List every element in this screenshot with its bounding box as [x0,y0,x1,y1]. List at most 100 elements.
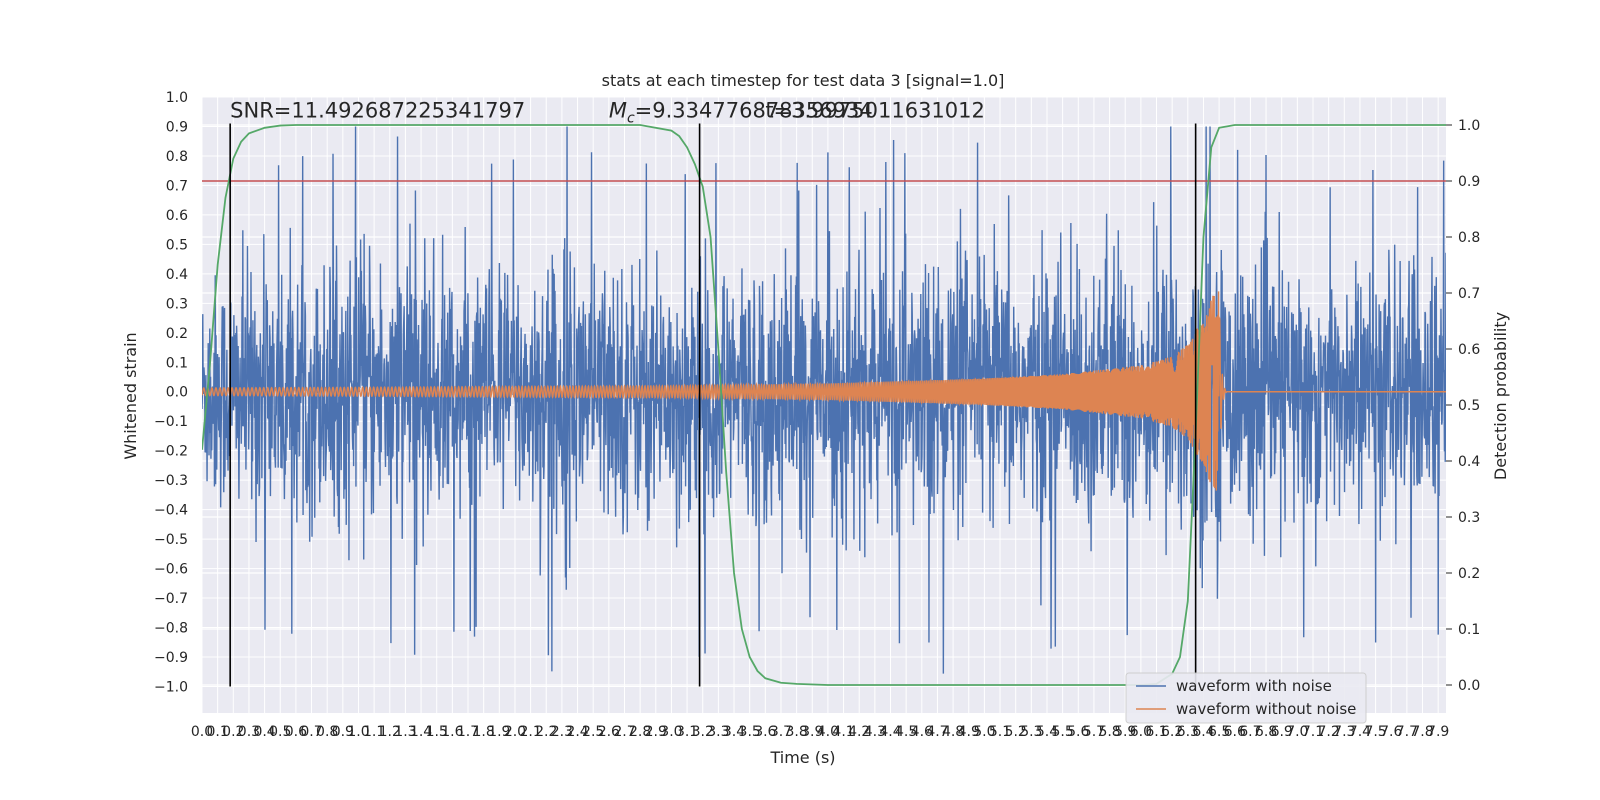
x-tick-label: 1.5 [426,724,448,740]
series-waveform-without-noise [202,291,1446,491]
x-tick-label: 4.2 [848,724,870,740]
x-tick-label: 7.2 [1318,724,1340,740]
plot-area [201,96,1446,713]
x-tick-label: 7.7 [1396,724,1418,740]
x-tick-label: 6.7 [1239,724,1261,740]
x-tick-label: 5.0 [973,724,995,740]
x-tick-label: 2.4 [566,724,588,740]
legend-label-with-noise: waveform with noise [1176,677,1332,695]
x-tick-label: 2.9 [645,724,667,740]
y-tick-label: 0.3 [166,296,188,312]
x-tick-label: 7.5 [1364,724,1386,740]
y-tick-label: −0.1 [154,414,188,430]
y-tick-label: 0.7 [166,178,188,194]
y-tick-label: 0.6 [166,208,188,224]
x-tick-label: 6.9 [1271,724,1293,740]
x-tick-label: 3.8 [785,724,807,740]
x-tick-label: 6.2 [1161,724,1183,740]
x-tick-label: 6.1 [1145,724,1167,740]
x-tick-label: 1.8 [473,724,495,740]
x-tick-label: 5.5 [1051,724,1073,740]
x-tick-label: 3.0 [660,724,682,740]
y2-tick-labels: 1.0 0.9 0.8 0.7 0.6 0.5 0.4 0.3 0.2 0.1 0.0 [1446,118,1480,694]
x-tick-label: 1.9 [488,724,510,740]
x-tick-label: 0.4 [253,724,275,740]
x-tick-label: 6.6 [1224,724,1246,740]
y-tick-label: 0.2 [166,326,188,342]
x-tick-label: 3.6 [754,724,776,740]
y-tick-label: 0.9 [166,119,188,135]
y-tick-label: 0.0 [166,385,188,401]
x-tick-label: 0.9 [332,724,354,740]
x-tick-label: 4.9 [958,724,980,740]
y-tick-label: −0.6 [154,562,188,578]
x-tick-label: 2.2 [535,724,557,740]
x-tick-label: 1.1 [363,724,385,740]
x-tick-label: 1.2 [379,724,401,740]
y-tick-label: −0.2 [154,444,188,460]
y2-tick-label: 0.9 [1458,174,1480,190]
x-tick-label: 3.3 [707,724,729,740]
x-tick-label: 6.5 [1208,724,1230,740]
x-tick-label: 5.6 [1067,724,1089,740]
series-waveform-with-noise [202,126,1446,674]
x-tick-label: 6.4 [1192,724,1214,740]
annotation-chirp-mass: Mc=9.334776878356934 [609,99,873,127]
y2-tick-label: 0.6 [1458,342,1480,358]
y-tick-label: −0.5 [154,532,188,548]
y-tick-label: 1.0 [166,90,188,106]
x-tick-label: 3.5 [739,724,761,740]
x-tick-label: 5.1 [989,724,1011,740]
legend-box [1125,672,1367,724]
x-tick-label: 7.4 [1349,724,1371,740]
x-tick-label: 4.5 [895,724,917,740]
x-tick-label: 1.6 [441,724,463,740]
x-tick-label: 2.3 [551,724,573,740]
x-tick-label: 4.7 [926,724,948,740]
legend-label-without-noise: waveform without noise [1176,700,1356,718]
x-tick-label: 6.0 [1130,724,1152,740]
x-tick-label: 0.6 [285,724,307,740]
x-tick-label: 6.8 [1255,724,1277,740]
series-detection-probability [202,124,1446,686]
x-tick-label: 1.7 [457,724,479,740]
y-tick-label: −0.4 [154,503,188,519]
y2-tick-label: 0.8 [1458,230,1480,246]
x-tick-label: 7.3 [1333,724,1355,740]
y2-tick-label: 0.1 [1458,622,1480,638]
y2-tick-label: 1.0 [1458,118,1480,134]
annotation-time: t=3.9975011631012 [765,99,985,123]
x-tick-label: 2.7 [613,724,635,740]
x-tick-label: 0.5 [269,724,291,740]
y-tick-label: −1.0 [154,679,188,695]
y-tick-label: −0.7 [154,591,188,607]
x-tick-label: 4.0 [817,724,839,740]
x-tick-label: 1.4 [410,724,432,740]
y-axis-label: Whitened strain [121,332,140,459]
x-tick-label: 0.1 [207,724,229,740]
x-tick-label: 3.4 [723,724,745,740]
x-tick-label: 7.0 [1286,724,1308,740]
y2-tick-label: 0.0 [1458,678,1480,694]
x-tick-label: 4.4 [879,724,901,740]
x-tick-label: 7.6 [1380,724,1402,740]
y-tick-label: −0.8 [154,621,188,637]
x-tick-label: 1.3 [394,724,416,740]
x-tick-label: 7.1 [1302,724,1324,740]
y2-tick-label: 0.5 [1458,398,1480,414]
legend: waveform with noise waveform without noi… [1125,672,1367,724]
x-tick-label: 7.9 [1427,724,1449,740]
y-tick-label: 0.8 [166,149,188,165]
x-tick-label: 6.3 [1177,724,1199,740]
x-tick-label: 2.1 [519,724,541,740]
y-tick-label: 0.1 [166,355,188,371]
y-tick-label: 0.5 [166,237,188,253]
x-tick-label: 5.4 [1036,724,1058,740]
vlines [229,123,1197,687]
x-tick-label: 5.2 [1005,724,1027,740]
x-tick-label: 2.6 [598,724,620,740]
chart-title: stats at each timestep for test data 3 [… [602,71,1005,90]
x-tick-label: 0.3 [238,724,260,740]
x-axis-label: Time (s) [769,748,835,767]
